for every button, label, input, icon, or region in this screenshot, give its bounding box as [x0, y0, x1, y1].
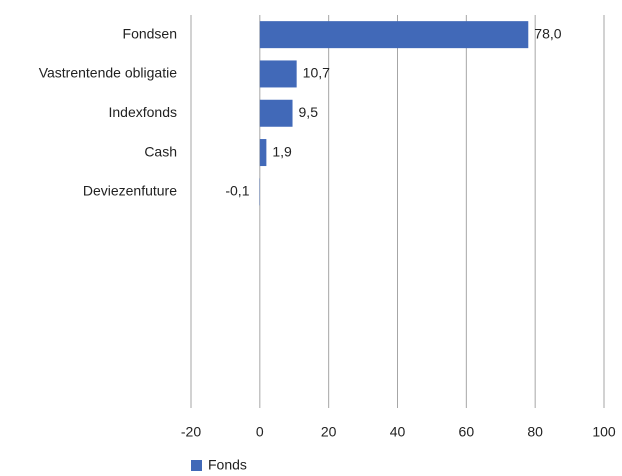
legend-label: Fonds	[208, 457, 247, 473]
bar	[259, 99, 293, 127]
x-tick-label: -20	[181, 424, 201, 440]
bar	[259, 139, 267, 167]
x-tick-label: 100	[592, 424, 616, 440]
y-tick-label: Cash	[144, 143, 177, 159]
value-label: 9,5	[299, 104, 319, 120]
x-tick-label: 40	[390, 424, 406, 440]
y-tick-label: Vastrentende obligatie	[39, 65, 177, 81]
x-tick-label: 80	[527, 424, 543, 440]
y-tick-label: Deviezenfuture	[83, 183, 177, 199]
y-tick-label: Fondsen	[123, 25, 177, 41]
value-label: 78,0	[534, 25, 561, 41]
bar	[259, 21, 529, 49]
x-tick-label: 60	[459, 424, 475, 440]
legend-swatch	[191, 460, 202, 471]
x-tick-label: 20	[321, 424, 337, 440]
value-label: -0,1	[225, 183, 249, 199]
value-label: 1,9	[272, 143, 292, 159]
y-tick-label: Indexfonds	[109, 104, 178, 120]
bar	[259, 60, 297, 88]
value-label: 10,7	[303, 65, 330, 81]
x-tick-label: 0	[256, 424, 264, 440]
